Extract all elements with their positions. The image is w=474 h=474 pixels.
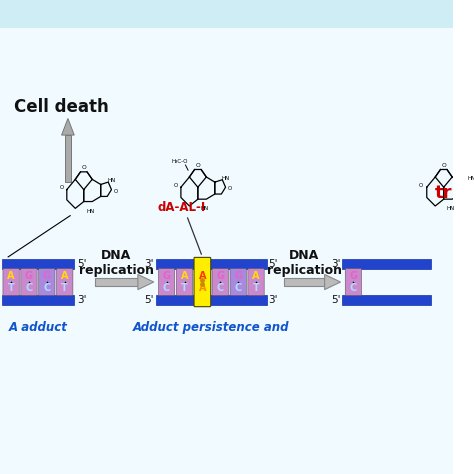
Text: 5': 5' [331, 295, 340, 305]
Text: replication: replication [79, 264, 154, 277]
Text: HN: HN [86, 209, 94, 214]
Text: HN: HN [107, 178, 116, 183]
Text: A: A [252, 271, 260, 281]
Text: O: O [82, 165, 86, 171]
Text: Cell death: Cell death [14, 98, 109, 116]
Polygon shape [138, 274, 154, 290]
Text: 5': 5' [77, 259, 86, 269]
Text: G: G [43, 271, 51, 281]
Text: O: O [59, 185, 64, 191]
FancyBboxPatch shape [176, 268, 192, 296]
Bar [0, 0, 453, 24]
Bar [155, 259, 267, 269]
Text: G: G [25, 271, 33, 281]
FancyBboxPatch shape [39, 268, 55, 296]
Text: C: C [25, 283, 33, 293]
Text: O: O [228, 186, 232, 191]
Text: C: C [217, 283, 224, 293]
FancyBboxPatch shape [21, 268, 37, 296]
Text: HN: HN [467, 176, 474, 181]
FancyBboxPatch shape [230, 268, 246, 296]
Text: C: C [350, 283, 357, 293]
Text: G: G [234, 271, 242, 281]
Text: DNA: DNA [101, 249, 131, 262]
FancyBboxPatch shape [3, 268, 19, 296]
Bar [0, 0, 453, 28]
Polygon shape [325, 274, 340, 290]
Text: T: T [181, 283, 188, 293]
Bar [342, 295, 430, 305]
Text: HN: HN [221, 176, 229, 181]
Text: 3': 3' [331, 259, 340, 269]
FancyBboxPatch shape [56, 268, 73, 296]
Bar [95, 278, 138, 286]
Bar [155, 295, 267, 305]
Text: A: A [199, 271, 206, 281]
Text: tr: tr [435, 184, 452, 202]
Text: G: G [349, 271, 357, 281]
Polygon shape [62, 118, 74, 135]
Text: H₃C-O: H₃C-O [172, 159, 188, 164]
FancyBboxPatch shape [212, 268, 228, 296]
Text: A: A [199, 283, 206, 293]
Text: O: O [441, 163, 446, 168]
Text: O: O [114, 189, 118, 194]
Text: 5': 5' [144, 295, 154, 305]
Text: dA-AL-I: dA-AL-I [158, 201, 206, 214]
Text: T: T [8, 283, 15, 293]
FancyBboxPatch shape [194, 257, 211, 307]
Text: Adduct persistence and: Adduct persistence and [133, 321, 290, 334]
Text: T: T [61, 283, 68, 293]
Text: HN: HN [200, 206, 209, 211]
FancyBboxPatch shape [158, 268, 175, 296]
Text: O: O [419, 183, 423, 188]
FancyBboxPatch shape [345, 268, 362, 296]
Text: O: O [173, 183, 178, 188]
Text: DNA: DNA [289, 249, 319, 262]
Text: HN: HN [446, 206, 455, 211]
Text: G: G [163, 271, 171, 281]
Bar [342, 259, 430, 269]
Text: 5': 5' [268, 259, 278, 269]
Text: 3': 3' [268, 295, 278, 305]
Text: C: C [163, 283, 170, 293]
Text: 3': 3' [77, 295, 86, 305]
Text: A adduct: A adduct [9, 321, 67, 334]
Text: C: C [43, 283, 51, 293]
Text: T: T [253, 283, 259, 293]
Text: 3': 3' [144, 259, 154, 269]
Text: O: O [195, 163, 200, 168]
Bar [2, 259, 74, 269]
Text: A: A [7, 271, 15, 281]
Text: A: A [181, 271, 188, 281]
Text: C: C [235, 283, 242, 293]
Text: replication: replication [267, 264, 342, 277]
Bar [2, 295, 74, 305]
Text: G: G [216, 271, 224, 281]
FancyBboxPatch shape [248, 268, 264, 296]
Text: A: A [61, 271, 69, 281]
Bar [65, 135, 71, 182]
Bar [284, 278, 325, 286]
